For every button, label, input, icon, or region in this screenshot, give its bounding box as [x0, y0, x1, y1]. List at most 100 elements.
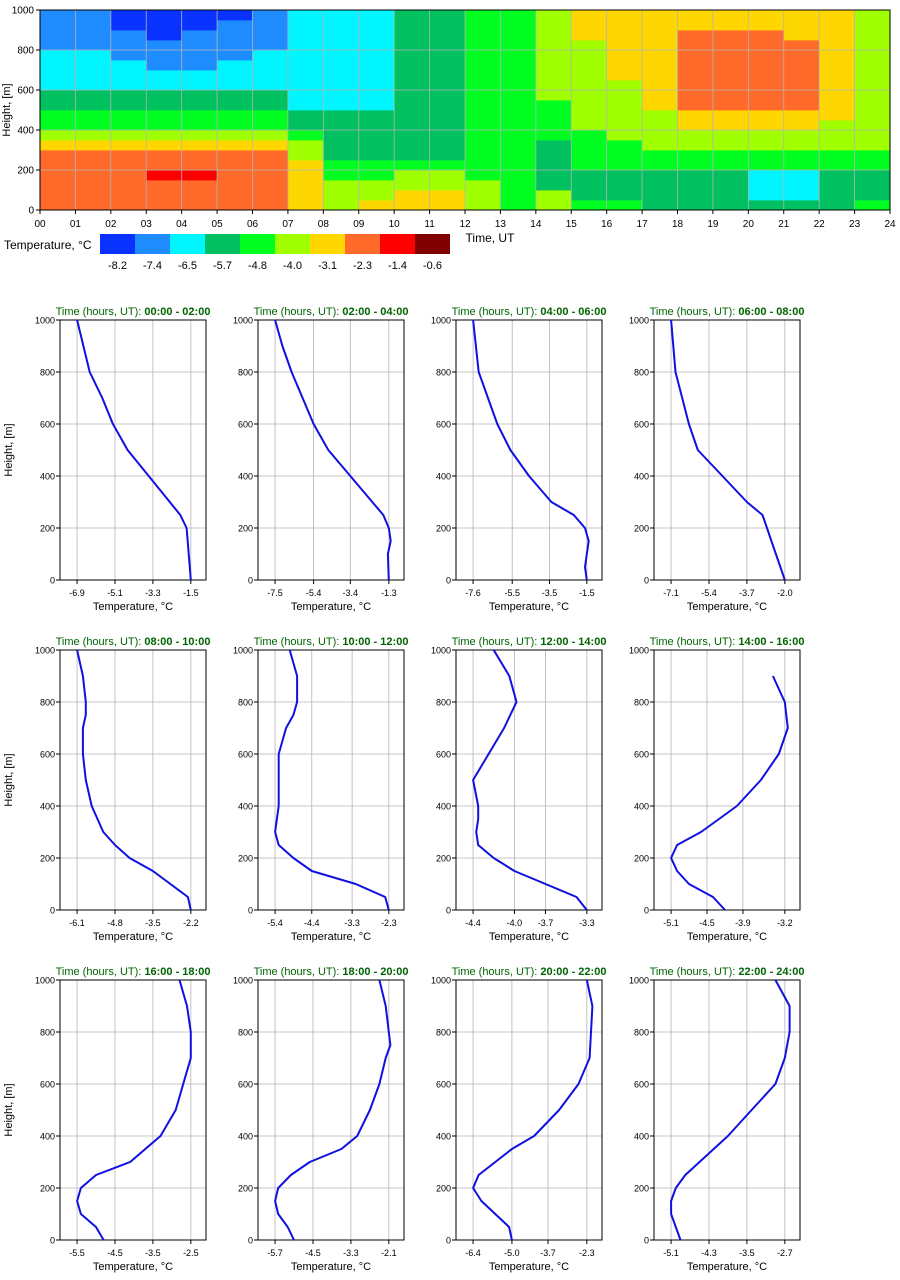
- heatmap-cell: [642, 10, 678, 21]
- heatmap-cell: [394, 150, 430, 161]
- heatmap-cell: [642, 20, 678, 31]
- y-axis-label: Height, [m]: [3, 1083, 15, 1136]
- x-axis-label: Temperature, °C: [93, 1261, 173, 1273]
- heatmap-cell: [748, 10, 785, 21]
- heatmap-cell: [429, 70, 466, 81]
- heatmap-cell: [500, 40, 537, 51]
- profile-grid: [650, 979, 800, 1244]
- legend-label: -6.5: [178, 260, 197, 272]
- legend-swatch: [205, 234, 240, 254]
- x-tick-label: -5.5: [69, 1248, 85, 1258]
- profile-title-range: 14:00 - 16:00: [738, 636, 804, 648]
- x-tick-label: 02: [105, 219, 117, 230]
- heatmap-cell: [783, 10, 820, 21]
- heatmap-cell: [252, 60, 289, 71]
- heatmap-cell: [571, 190, 608, 201]
- heatmap-cell: [75, 200, 112, 211]
- heatmap-cell: [429, 60, 466, 71]
- x-tick-label: 06: [247, 219, 259, 230]
- y-tick-label: 1000: [35, 976, 55, 986]
- heatmap-cell: [465, 80, 501, 91]
- x-tick-label: -1.5: [579, 588, 595, 598]
- heatmap-cell: [712, 130, 749, 141]
- heatmap-cell: [146, 20, 183, 31]
- heatmap-cell: [854, 120, 891, 131]
- heatmap-cell: [571, 50, 608, 61]
- heatmap-cell: [358, 90, 395, 101]
- profile-grid: [452, 979, 602, 1244]
- heatmap-cell: [854, 130, 891, 141]
- plot-frame: [39, 9, 891, 211]
- y-tick-label: 0: [248, 1236, 253, 1246]
- y-tick-label: 200: [40, 524, 55, 534]
- heatmap-cell: [358, 10, 395, 21]
- heatmap-cell: [252, 140, 289, 151]
- y-tick-label: 800: [40, 698, 55, 708]
- x-tick-label: -3.5: [542, 588, 558, 598]
- heatmap-cell: [429, 10, 466, 21]
- heatmap-cell: [217, 100, 253, 111]
- heatmap-cell: [181, 40, 218, 51]
- heatmap-cell: [854, 70, 891, 81]
- heatmap-cell: [642, 90, 678, 101]
- heatmap-cell: [217, 190, 253, 201]
- heatmap-cell: [110, 30, 147, 41]
- heatmap-cell: [748, 140, 785, 151]
- legend-swatch: [170, 234, 205, 254]
- x-tick-label: -6.9: [69, 588, 85, 598]
- legend-swatch: [275, 234, 310, 254]
- heatmap-cell: [642, 100, 678, 111]
- profile-line: [670, 979, 791, 1241]
- x-axis-label: Temperature, °C: [291, 601, 371, 613]
- profile-title: Time (hours, UT): 12:00 - 14:00: [452, 636, 607, 648]
- heatmap-cell: [287, 170, 324, 181]
- heatmap-cell: [677, 50, 714, 61]
- heatmap-cell: [75, 70, 112, 81]
- heatmap-cell: [75, 130, 112, 141]
- heatmap-cell: [819, 170, 855, 181]
- y-tick-label: 400: [634, 1132, 649, 1142]
- profile-line: [76, 979, 192, 1241]
- heatmap-cell: [110, 80, 147, 91]
- heatmap-cell: [535, 190, 572, 201]
- heatmap-cell: [854, 50, 891, 61]
- heatmap-cell: [40, 80, 76, 91]
- heatmap-cell: [854, 100, 891, 111]
- x-tick-label: -3.3: [145, 588, 161, 598]
- heatmap-cell: [642, 150, 678, 161]
- heatmap-cell: [535, 50, 572, 61]
- heatmap-cell: [394, 40, 430, 51]
- heatmap-cell: [571, 130, 608, 141]
- heatmap-cell: [465, 50, 501, 61]
- heatmap-cell: [571, 100, 608, 111]
- heatmap-cell: [110, 140, 147, 151]
- heatmap-cell: [500, 180, 537, 191]
- heatmap-cell: [217, 80, 253, 91]
- heatmap-cell: [642, 160, 678, 171]
- heatmap-cell: [677, 90, 714, 101]
- heatmap-cell: [394, 160, 430, 171]
- heatmap-cell: [110, 50, 147, 61]
- heatmap-cell: [323, 140, 360, 151]
- heatmap-cell: [606, 50, 643, 61]
- heatmap-cell: [606, 80, 643, 91]
- x-axis-label: Temperature, °C: [687, 931, 767, 943]
- heatmap-cell: [677, 130, 714, 141]
- heatmap-cell: [287, 110, 324, 121]
- profile-title: Time (hours, UT): 16:00 - 18:00: [56, 966, 211, 978]
- heatmap-cell: [500, 80, 537, 91]
- heatmap-cell: [75, 110, 112, 121]
- heatmap-cell: [500, 190, 537, 201]
- heatmap-cell: [394, 10, 430, 21]
- heatmap-cell: [287, 120, 324, 131]
- heatmap-cell: [358, 50, 395, 61]
- heatmap-cell: [819, 190, 855, 201]
- heatmap-cell: [571, 180, 608, 191]
- plot-frame: [653, 319, 801, 581]
- heatmap-cell: [819, 200, 855, 211]
- y-tick-label: 1000: [629, 316, 649, 326]
- plot-frame: [59, 319, 207, 581]
